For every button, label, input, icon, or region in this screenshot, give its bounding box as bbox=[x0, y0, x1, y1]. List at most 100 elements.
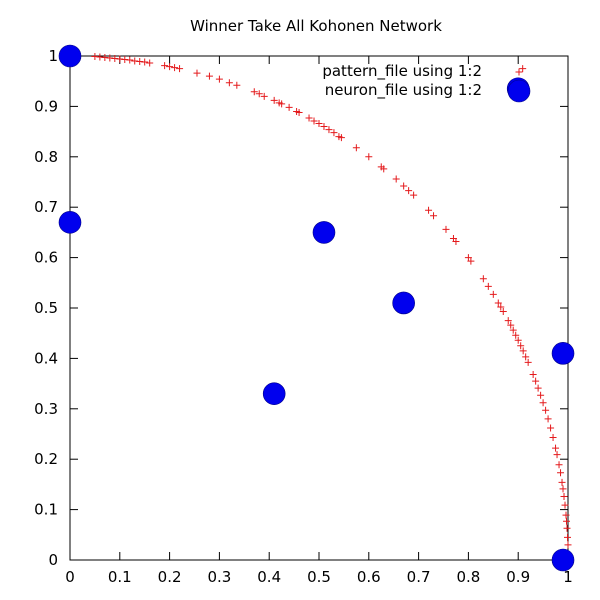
pattern-point bbox=[494, 299, 502, 307]
pattern-point bbox=[425, 206, 433, 214]
pattern-point bbox=[562, 511, 570, 519]
pattern-point bbox=[310, 117, 318, 125]
pattern-point bbox=[497, 303, 505, 311]
y-tick-label: 0.3 bbox=[34, 400, 58, 418]
pattern-point bbox=[519, 347, 527, 355]
pattern-point bbox=[126, 56, 134, 64]
pattern-point bbox=[325, 126, 333, 134]
neuron-point bbox=[262, 382, 286, 405]
pattern-point bbox=[559, 485, 567, 493]
x-tick-label: 0.6 bbox=[357, 568, 381, 586]
pattern-point bbox=[337, 134, 345, 142]
neuron-point bbox=[58, 44, 82, 68]
y-tick-label: 0.8 bbox=[34, 148, 58, 166]
pattern-point bbox=[405, 187, 413, 195]
pattern-point bbox=[430, 212, 438, 220]
pattern-point bbox=[171, 64, 179, 72]
pattern-point bbox=[111, 55, 119, 63]
neuron-point bbox=[58, 211, 82, 234]
pattern-point bbox=[552, 444, 560, 452]
pattern-point bbox=[96, 53, 104, 61]
y-tick-label: 0.1 bbox=[34, 501, 58, 519]
pattern-point bbox=[106, 54, 114, 62]
pattern-point bbox=[532, 377, 540, 385]
x-tick-label: 0.4 bbox=[257, 568, 281, 586]
x-tick-label: 0.9 bbox=[506, 568, 530, 586]
pattern-point bbox=[320, 123, 328, 131]
pattern-point bbox=[564, 541, 572, 549]
pattern-point bbox=[555, 461, 563, 469]
pattern-point bbox=[464, 254, 472, 262]
pattern-point bbox=[233, 81, 241, 89]
pattern-point bbox=[255, 90, 263, 98]
y-tick-label: 0 bbox=[48, 551, 58, 569]
pattern-point bbox=[141, 58, 149, 66]
neuron-point bbox=[551, 342, 575, 365]
pattern-point bbox=[529, 371, 537, 379]
pattern-point bbox=[146, 59, 154, 67]
pattern-point bbox=[549, 434, 557, 442]
pattern-point bbox=[176, 65, 184, 73]
pattern-point bbox=[504, 317, 512, 325]
y-tick-label: 0.4 bbox=[34, 349, 58, 367]
pattern-point bbox=[285, 103, 293, 111]
y-tick-label: 0.7 bbox=[34, 198, 58, 216]
pattern-point bbox=[560, 492, 568, 500]
neuron-series bbox=[58, 44, 575, 572]
pattern-point bbox=[522, 353, 530, 361]
chart-title: Winner Take All Kohonen Network bbox=[190, 17, 442, 35]
pattern-point bbox=[557, 469, 565, 477]
y-tick-label: 0.2 bbox=[34, 450, 58, 468]
axis-ticks bbox=[69, 55, 569, 561]
pattern-point bbox=[136, 58, 144, 66]
pattern-point bbox=[278, 100, 286, 108]
x-tick-label: 0.3 bbox=[207, 568, 231, 586]
x-tick-label: 0.8 bbox=[456, 568, 480, 586]
pattern-point bbox=[512, 331, 520, 339]
pattern-point bbox=[315, 120, 323, 128]
pattern-point bbox=[131, 57, 139, 65]
pattern-point bbox=[392, 175, 400, 183]
pattern-point bbox=[452, 237, 460, 245]
legend-marker-neuron bbox=[507, 79, 531, 103]
pattern-point bbox=[558, 478, 566, 486]
legend-label-pattern: pattern_file using 1:2 bbox=[322, 62, 482, 81]
pattern-point bbox=[101, 54, 109, 62]
pattern-point bbox=[564, 533, 572, 541]
legend-markers bbox=[507, 68, 531, 103]
pattern-point bbox=[563, 517, 571, 525]
pattern-point bbox=[547, 424, 555, 432]
pattern-point bbox=[442, 225, 450, 233]
y-tick-label: 0.5 bbox=[34, 299, 58, 317]
pattern-point bbox=[305, 114, 313, 122]
x-tick-label: 0.5 bbox=[307, 568, 331, 586]
x-tick-label: 0.2 bbox=[158, 568, 182, 586]
neuron-point bbox=[551, 548, 575, 572]
pattern-point bbox=[489, 290, 497, 298]
x-tick-label: 0.7 bbox=[407, 568, 431, 586]
x-axis-tick-labels: 0 0.1 0.2 0.3 0.4 0.5 0.6 0.7 0.8 0.9 1 bbox=[65, 568, 573, 586]
pattern-point bbox=[400, 182, 408, 190]
plot-frame bbox=[69, 55, 569, 561]
pattern-point bbox=[380, 165, 388, 173]
pattern-point bbox=[205, 72, 213, 80]
pattern-point bbox=[295, 108, 303, 116]
pattern-point bbox=[479, 275, 487, 283]
pattern-point bbox=[519, 65, 527, 73]
pattern-point bbox=[250, 88, 258, 96]
pattern-point bbox=[484, 282, 492, 290]
legend-marker-pattern bbox=[515, 68, 523, 76]
pattern-point bbox=[524, 358, 532, 366]
pattern-point bbox=[410, 191, 418, 199]
pattern-point bbox=[509, 326, 517, 334]
pattern-point bbox=[116, 55, 124, 63]
legend-label-neuron: neuron_file using 1:2 bbox=[325, 81, 482, 100]
pattern-point bbox=[539, 399, 547, 407]
neuron-point bbox=[312, 221, 336, 244]
pattern-point bbox=[121, 56, 129, 64]
pattern-point bbox=[534, 384, 542, 392]
neuron-point bbox=[392, 291, 415, 315]
y-tick-label: 0.9 bbox=[34, 97, 58, 115]
pattern-point bbox=[365, 153, 373, 161]
